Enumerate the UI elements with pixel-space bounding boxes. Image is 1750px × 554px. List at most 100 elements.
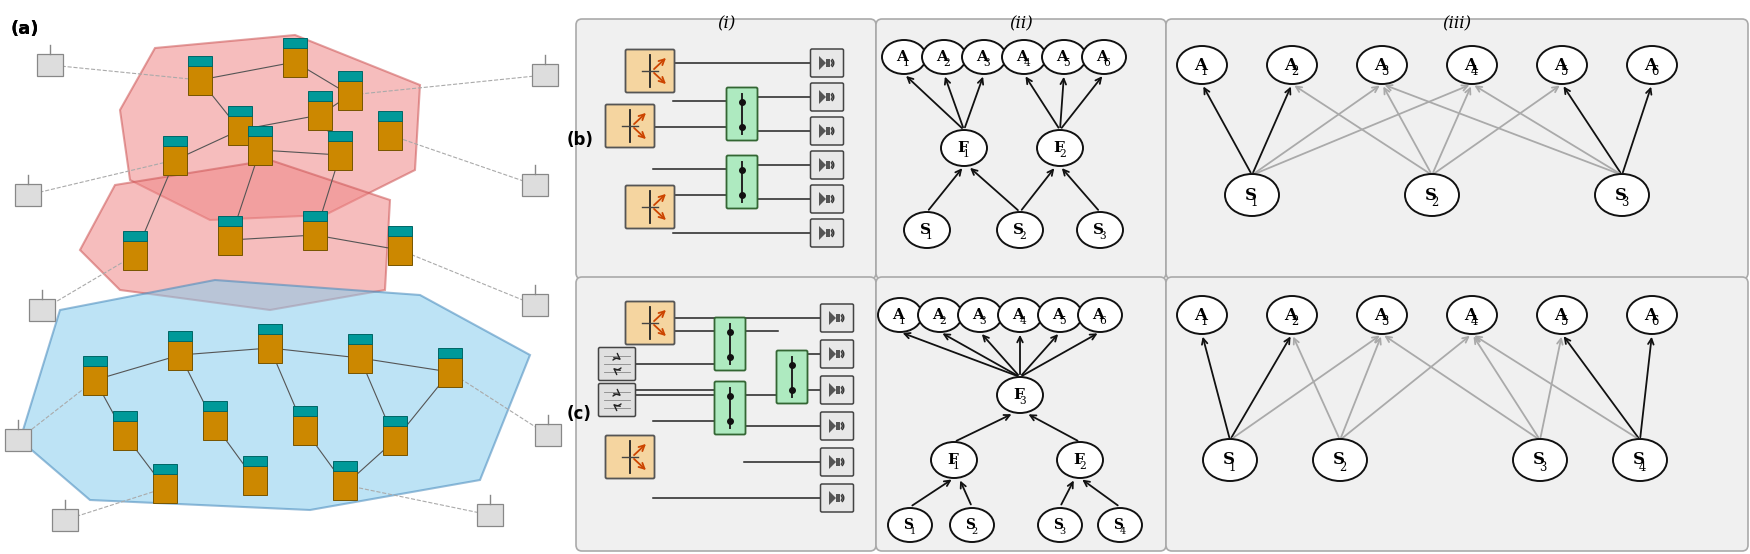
Ellipse shape <box>887 508 933 542</box>
Polygon shape <box>121 35 420 220</box>
Text: 3: 3 <box>1099 232 1106 242</box>
Text: A: A <box>892 308 905 322</box>
FancyBboxPatch shape <box>606 435 654 479</box>
Bar <box>123 240 147 270</box>
Bar <box>836 458 840 466</box>
Text: 3: 3 <box>1620 196 1628 209</box>
Text: 3: 3 <box>1018 397 1026 407</box>
Text: S: S <box>1533 452 1545 469</box>
Text: 1: 1 <box>1200 65 1207 78</box>
Bar <box>163 145 187 175</box>
Text: 2: 2 <box>1080 461 1085 471</box>
Bar <box>388 226 411 236</box>
Bar <box>826 59 830 67</box>
Text: 1: 1 <box>1228 461 1236 474</box>
Ellipse shape <box>1614 439 1668 481</box>
Text: S: S <box>1094 223 1104 237</box>
Bar <box>82 356 107 366</box>
Bar <box>219 225 242 255</box>
Polygon shape <box>80 160 390 310</box>
Ellipse shape <box>1225 174 1279 216</box>
Ellipse shape <box>1312 439 1367 481</box>
Text: 2: 2 <box>943 58 950 68</box>
Text: 3: 3 <box>1381 65 1388 78</box>
Text: S: S <box>1013 223 1024 237</box>
FancyBboxPatch shape <box>598 347 635 381</box>
Text: S: S <box>1054 518 1064 532</box>
Text: A: A <box>1465 306 1477 324</box>
Text: S: S <box>920 223 931 237</box>
Text: 4: 4 <box>1120 527 1125 536</box>
Bar <box>37 54 63 76</box>
Bar <box>248 126 271 136</box>
Bar <box>303 220 327 250</box>
FancyBboxPatch shape <box>726 88 758 141</box>
Text: 6: 6 <box>1102 58 1110 68</box>
Ellipse shape <box>1057 442 1102 478</box>
Text: 2: 2 <box>1292 65 1298 78</box>
FancyBboxPatch shape <box>714 382 746 434</box>
Text: 1: 1 <box>926 232 933 242</box>
Bar <box>187 65 212 95</box>
FancyBboxPatch shape <box>810 151 843 179</box>
Text: S: S <box>1244 187 1256 203</box>
Polygon shape <box>830 491 836 505</box>
Text: F: F <box>1054 141 1064 155</box>
FancyBboxPatch shape <box>810 49 843 77</box>
Bar <box>152 473 177 503</box>
Polygon shape <box>830 311 836 325</box>
Bar <box>348 343 373 373</box>
Bar <box>378 120 402 150</box>
Bar <box>826 161 830 169</box>
Text: A: A <box>1194 306 1207 324</box>
Text: S: S <box>1332 452 1344 469</box>
Polygon shape <box>819 124 826 138</box>
Bar <box>308 100 332 130</box>
Ellipse shape <box>1628 296 1676 334</box>
Bar <box>522 294 548 316</box>
Text: (b): (b) <box>567 131 593 149</box>
Bar <box>114 420 136 450</box>
Bar <box>383 425 408 455</box>
Ellipse shape <box>919 298 962 332</box>
Text: 6: 6 <box>1650 315 1659 329</box>
Ellipse shape <box>1356 296 1407 334</box>
Bar <box>836 350 840 358</box>
Text: (c): (c) <box>567 405 592 423</box>
Bar <box>478 504 502 526</box>
Bar <box>243 456 268 466</box>
Bar <box>203 410 228 440</box>
Text: (iii): (iii) <box>1442 15 1472 32</box>
Text: S: S <box>903 518 914 532</box>
Ellipse shape <box>1267 296 1318 334</box>
Text: 6: 6 <box>1650 65 1659 78</box>
Text: A: A <box>1284 306 1297 324</box>
Text: (a): (a) <box>10 20 38 38</box>
FancyBboxPatch shape <box>726 156 758 208</box>
Text: (a): (a) <box>10 20 38 38</box>
Text: A: A <box>973 308 985 322</box>
Text: F: F <box>1013 388 1024 402</box>
Ellipse shape <box>922 40 966 74</box>
Ellipse shape <box>957 298 1003 332</box>
Ellipse shape <box>1038 298 1082 332</box>
Text: 3: 3 <box>980 316 985 326</box>
Polygon shape <box>819 192 826 206</box>
FancyBboxPatch shape <box>821 448 854 476</box>
Text: 2: 2 <box>1018 232 1026 242</box>
FancyBboxPatch shape <box>877 19 1166 279</box>
Text: 3: 3 <box>1059 527 1066 536</box>
Text: 1: 1 <box>1251 196 1258 209</box>
Text: A: A <box>933 308 945 322</box>
Ellipse shape <box>1536 46 1587 84</box>
Text: A: A <box>936 50 948 64</box>
Ellipse shape <box>931 442 976 478</box>
Text: 4: 4 <box>1638 461 1647 474</box>
Bar <box>203 401 228 411</box>
Bar <box>30 299 54 321</box>
Bar <box>536 424 562 446</box>
Bar <box>826 127 830 135</box>
FancyBboxPatch shape <box>821 412 854 440</box>
Ellipse shape <box>997 298 1041 332</box>
Bar <box>257 324 282 334</box>
